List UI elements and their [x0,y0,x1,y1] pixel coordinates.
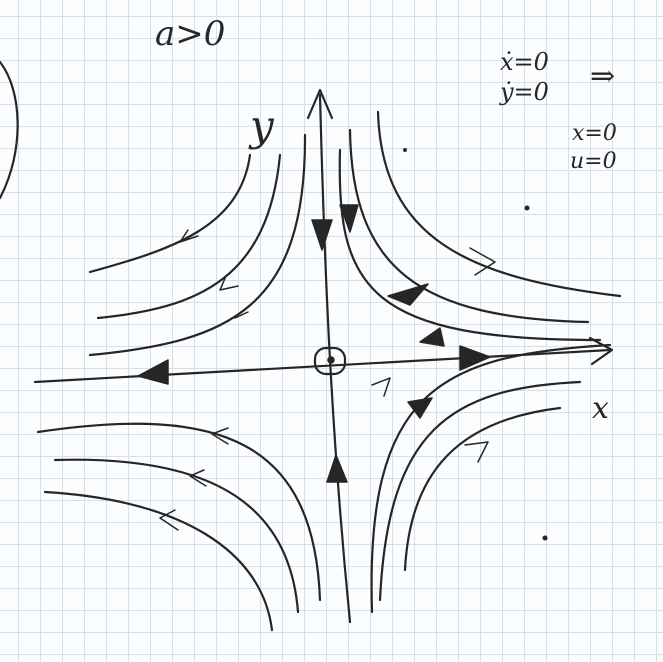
arrowhead-y-lower [326,454,348,483]
trajectory-lr-3 [403,406,562,572]
arrow-ul-3 [234,311,249,319]
trajectory-ur-2 [348,128,590,324]
arrowhead-ur-inner [419,327,445,347]
arrow-lr-2 [464,441,489,463]
y-axis-arrowhead [306,88,334,120]
trajectory-ul-1 [88,153,252,274]
arrow-ll-2 [189,469,207,487]
y-axis-label: y [248,101,275,150]
stray-dot-2 [542,535,548,541]
result-x: x=0 [572,121,617,146]
arrowhead-y-upper [311,219,333,251]
implies-arrow: ⇒ [590,59,615,94]
arrowhead-ur-mid [387,283,429,306]
arrow-ll-1 [211,427,229,445]
arrow-ll-3 [159,509,179,531]
fixed-point-dot [327,356,335,364]
arrow-ul-1 [179,229,199,243]
trajectory-ul-3 [88,133,307,357]
result-u: u=0 [570,149,617,174]
trajectory-ur-1 [376,110,622,298]
arrow-lr-1 [371,377,391,397]
arrow-ur-1 [469,247,496,276]
arrow-ul-2 [219,275,239,291]
trajectory-lr-1 [370,343,612,614]
trajectory-ll-3 [43,490,274,632]
stray-dot-3 [403,148,407,152]
arrowhead-x-left [137,359,169,385]
trajectory-ll-2 [53,458,300,614]
left-edge-arc [0,60,19,200]
trajectory-lr-2 [378,380,582,602]
x-axis-label: x [592,391,609,426]
x-axis-arrowhead [588,336,614,366]
arrowhead-y-upper-right [339,204,359,233]
y-axis-line [318,93,352,624]
trajectory-ul-2 [96,153,282,320]
stray-dot-1 [524,205,530,211]
equation-ydot: ẏ=0 [499,78,549,106]
trajectory-ll-1 [36,422,322,602]
arrowhead-x-right [459,345,491,371]
condition-label: a>0 [155,14,225,54]
arrowhead-lr-inner [407,397,433,419]
fixed-point-marker [313,346,347,376]
equation-xdot: ẋ=0 [500,48,549,76]
trajectory-ur-3 [338,148,602,342]
